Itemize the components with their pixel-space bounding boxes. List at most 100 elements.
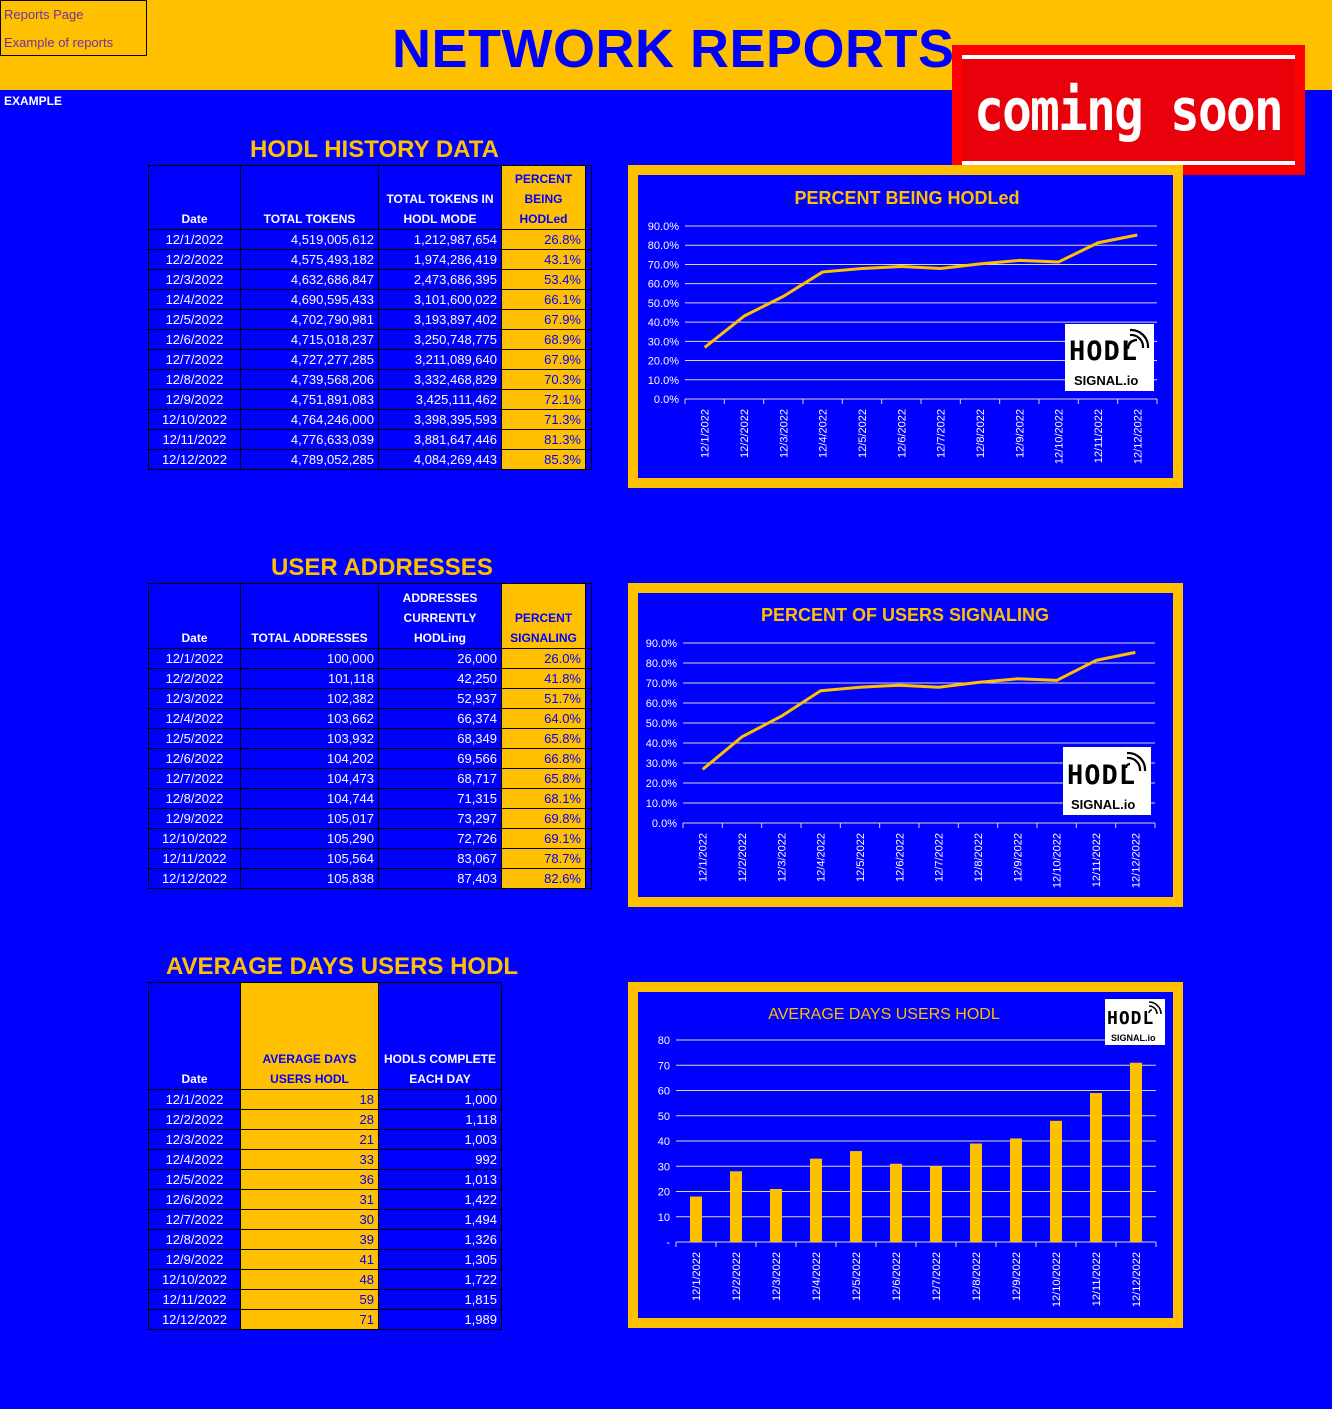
x-tick-label: 12/10/2022 — [1051, 1252, 1063, 1307]
table-row: 12/9/2022 41 1,305 — [148, 1249, 502, 1270]
bar — [690, 1196, 702, 1242]
table-cell: 65.8% — [501, 728, 586, 749]
x-tick-label: 12/9/2022 — [1014, 409, 1026, 458]
x-tick-label: 12/11/2022 — [1093, 409, 1105, 463]
table-cell: 12/9/2022 — [148, 389, 241, 410]
col-header-total-tokens: TOTAL TOKENS — [240, 165, 379, 230]
table-cell: 28 — [240, 1109, 379, 1130]
signal-icon — [1127, 328, 1150, 349]
y-tick-label: 50.0% — [648, 298, 679, 310]
table-cell: 87,403 — [378, 868, 502, 889]
y-tick-label: 10 — [658, 1212, 670, 1224]
table-cell: 1,422 — [378, 1189, 502, 1210]
average-days-title: AVERAGE DAYS USERS HODL — [166, 953, 519, 980]
bar — [770, 1188, 782, 1242]
x-tick-label: 12/8/2022 — [973, 833, 985, 882]
y-tick-label: 90.0% — [648, 221, 679, 233]
table-cell: 26,000 — [378, 648, 502, 669]
table-cell: 78.7% — [501, 848, 586, 869]
table-cell: 4,690,595,433 — [240, 289, 379, 310]
y-tick-label: 80.0% — [646, 658, 677, 670]
table-cell: 4,519,005,612 — [240, 229, 379, 250]
table-cell: 69.1% — [501, 828, 586, 849]
table-row: 12/6/2022 104,202 69,566 66.8% — [148, 748, 592, 769]
table-cell: 105,838 — [240, 868, 379, 889]
coming-soon-text: coming soon — [974, 76, 1284, 144]
col-header-average-days: AVERAGE DAYS USERS HODL — [240, 982, 379, 1090]
table-cell: 12/1/2022 — [148, 229, 241, 250]
coming-soon-banner: coming soon — [952, 45, 1305, 175]
table-cell: 12/7/2022 — [148, 1209, 241, 1230]
table-row: 12/1/2022 4,519,005,612 1,212,987,654 26.8% — [148, 229, 592, 250]
table-cell: 83,067 — [378, 848, 502, 869]
table-row: 12/6/2022 4,715,018,237 3,250,748,775 68.9% — [148, 329, 592, 350]
x-tick-label: 12/1/2022 — [700, 409, 712, 458]
table-cell: 4,764,246,000 — [240, 409, 379, 430]
table-cell: 12/12/2022 — [148, 1309, 241, 1330]
table-cell: 1,305 — [378, 1249, 502, 1270]
average-days-table: Date AVERAGE DAYS USERS HODL HODLS COMPL… — [148, 982, 502, 1330]
table-cell: 65.8% — [501, 768, 586, 789]
table-cell: 72.1% — [501, 389, 586, 410]
x-tick-label: 12/6/2022 — [891, 1252, 903, 1301]
chart-average-days-svg: AVERAGE DAYS USERS HODL - 10 20 30 40 50 60 70 80… — [658, 1006, 1157, 1307]
x-tick-label: 12/8/2022 — [975, 409, 987, 458]
table-cell: 12/4/2022 — [148, 708, 241, 729]
x-tick-label: 12/7/2022 — [931, 1252, 943, 1301]
x-tick-label: 12/1/2022 — [698, 833, 710, 882]
y-tick-label: 30 — [658, 1161, 670, 1173]
table-cell: 12/11/2022 — [148, 1289, 241, 1310]
table-cell: 70.3% — [501, 369, 586, 390]
table-cell: 71,315 — [378, 788, 502, 809]
table-cell: 105,290 — [240, 828, 379, 849]
table-cell: 48 — [240, 1269, 379, 1290]
y-tick-label: 0.0% — [652, 818, 677, 830]
y-tick-label: 80.0% — [648, 240, 679, 252]
table-cell: 71 — [240, 1309, 379, 1330]
table-cell: 1,118 — [378, 1109, 502, 1130]
table-cell: 12/2/2022 — [148, 1109, 241, 1130]
table-row: 12/5/2022 36 1,013 — [148, 1169, 502, 1190]
y-tick-label: 40.0% — [646, 738, 677, 750]
table-cell: 53.4% — [501, 269, 586, 290]
table-cell: 3,193,897,402 — [378, 309, 502, 330]
example-reports-link[interactable]: Example of reports — [4, 35, 114, 50]
hodl-signal-logo: HODL SIGNAL.io — [1105, 999, 1165, 1045]
page-title: NETWORK REPORTS — [392, 19, 955, 79]
table-cell: 1,722 — [378, 1269, 502, 1290]
x-tick-label: 12/7/2022 — [936, 409, 948, 458]
table-cell: 12/11/2022 — [148, 429, 241, 450]
table-cell: 69.8% — [501, 808, 586, 829]
table-cell: 12/5/2022 — [148, 1169, 241, 1190]
y-tick-label: 70.0% — [648, 259, 679, 271]
table-cell: 12/3/2022 — [148, 269, 241, 290]
col-header-hodls-complete: HODLS COMPLETE EACH DAY — [378, 982, 502, 1090]
table-cell: 4,727,277,285 — [240, 349, 379, 370]
reports-page-link[interactable]: Reports Page — [4, 7, 84, 22]
x-tick-label: 12/10/2022 — [1052, 833, 1064, 888]
table-cell: 4,776,633,039 — [240, 429, 379, 450]
y-tick-label: 40.0% — [648, 317, 679, 329]
y-tick-label: 30.0% — [648, 336, 679, 348]
table-cell: 12/5/2022 — [148, 309, 241, 330]
bar — [1130, 1062, 1142, 1242]
table-row: 12/8/2022 39 1,326 — [148, 1229, 502, 1250]
example-label: EXAMPLE — [4, 94, 63, 108]
x-tick-label: 12/10/2022 — [1054, 409, 1066, 464]
x-tick-label: 12/12/2022 — [1130, 833, 1142, 888]
table-cell: 12/7/2022 — [148, 349, 241, 370]
table-cell: 41.8% — [501, 668, 586, 689]
col-header-tokens-hodl: TOTAL TOKENS IN HODL MODE — [378, 165, 502, 230]
col-header-date: Date — [148, 583, 241, 649]
table-cell: 12/8/2022 — [148, 788, 241, 809]
table-cell: 68,349 — [378, 728, 502, 749]
table-cell: 31 — [240, 1189, 379, 1210]
table-row: 12/11/2022 59 1,815 — [148, 1289, 502, 1310]
bar — [810, 1158, 822, 1242]
table-row: 12/9/2022 4,751,891,083 3,425,111,462 72.1% — [148, 389, 592, 410]
table-cell: 12/4/2022 — [148, 289, 241, 310]
hodl-signal-logo: HODL SIGNAL.io — [1065, 324, 1154, 391]
user-addresses-table: Date TOTAL ADDRESSES ADDRESSES CURRENTLY… — [148, 583, 592, 889]
bar — [1090, 1093, 1102, 1242]
table-row: 12/1/2022 18 1,000 — [148, 1089, 502, 1110]
